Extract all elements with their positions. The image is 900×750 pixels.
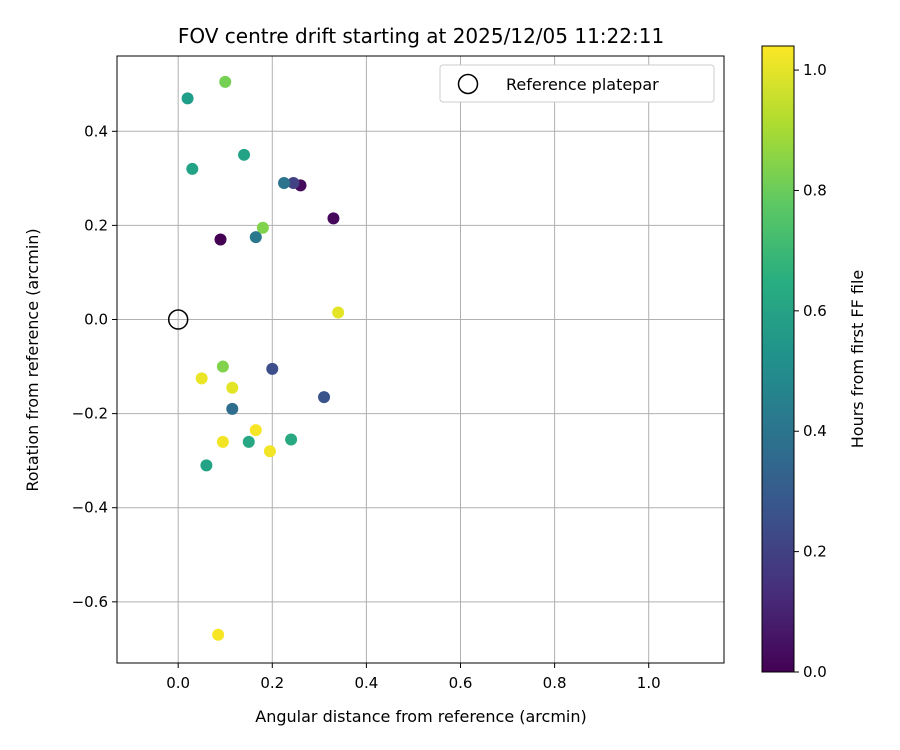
data-point [200,459,213,472]
data-point [256,221,269,234]
data-point [263,445,276,458]
legend-label-reference: Reference platepar [506,75,659,94]
x-tick-label: 0.4 [354,674,378,692]
legend: Reference platepar [439,64,715,103]
x-tick-label: 1.0 [637,674,661,692]
y-axis-label: Rotation from reference (arcmin) [23,228,42,491]
point-layer [167,75,345,641]
colorbar-tick-label: 0.8 [803,181,827,199]
chart-title: FOV centre drift starting at 2025/12/05 … [178,24,664,48]
colorbar-tick-label: 0.4 [803,422,827,440]
data-point [212,628,225,641]
y-tick-label: 0.2 [84,216,108,234]
y-tick-label: −0.4 [72,499,108,517]
plot-area [117,56,724,663]
data-point [332,306,345,319]
data-point [318,391,331,404]
data-point [226,381,239,394]
tick-layer: 0.0 0.2 0.4 0.6 0.8 1.0 −0.6 −0.4 −0.2 0.0 0.2 0.4 [72,122,661,692]
colorbar-label: Hours from first FF file [848,270,867,449]
x-axis-label: Angular distance from reference (arcmin) [255,707,586,726]
colorbar-tick-label: 0.6 [803,302,827,320]
y-tick-label: −0.6 [72,593,108,611]
colorbar-tick-label: 0.0 [803,663,827,681]
grid-layer [117,56,724,663]
data-point [219,75,232,88]
data-point [216,360,229,373]
data-point [186,162,199,175]
legend-marker-reference [457,73,479,95]
y-tick-label: 0.4 [84,122,108,140]
plot-frame [116,55,725,664]
colorbar: 0.0 0.2 0.4 0.6 0.8 1.0 Hours from first FF f… [761,45,867,681]
data-point [226,402,239,415]
reference-point-marker [167,309,189,330]
x-tick-label: 0.0 [166,674,190,692]
data-point [238,148,251,161]
colorbar-tick-label: 0.2 [803,543,827,561]
colorbar-ticks: 0.0 0.2 0.4 0.6 0.8 1.0 [794,61,827,681]
data-point [285,433,298,446]
data-point [327,212,340,225]
data-point [181,92,194,105]
data-point [287,177,300,190]
data-point [242,435,255,448]
colorbar-tick-label: 1.0 [803,61,827,79]
y-tick-label: 0.0 [84,311,108,329]
data-point [278,177,291,190]
data-point [249,231,262,244]
data-point [214,233,227,246]
y-tick-label: −0.2 [72,405,108,423]
data-point [195,372,208,385]
data-point [266,362,279,375]
x-tick-label: 0.8 [543,674,567,692]
legend-box [439,64,715,103]
data-point [216,435,229,448]
x-tick-label: 0.6 [449,674,473,692]
data-point [249,424,262,437]
colorbar-gradient [761,45,795,673]
x-tick-label: 0.2 [260,674,284,692]
